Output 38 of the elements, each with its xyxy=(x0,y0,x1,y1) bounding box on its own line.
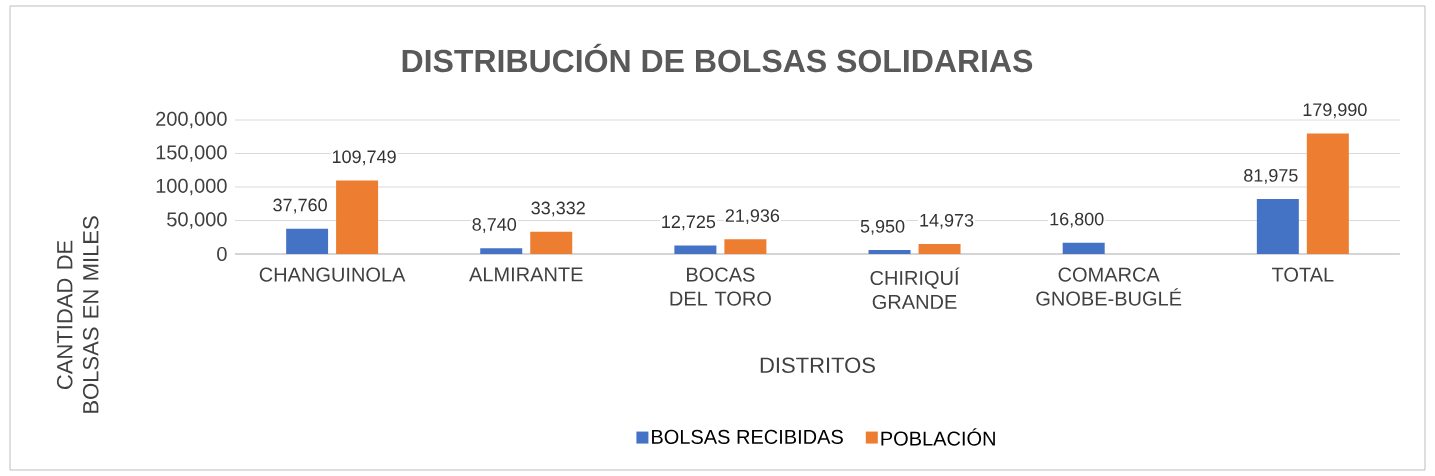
data-label: 14,973 xyxy=(920,213,974,229)
y-axis-title: CANTIDAD DE BOLSAS EN MILES xyxy=(56,216,99,413)
data-label: 12,725 xyxy=(662,215,716,231)
x-tick-label: CHANGUINOLA xyxy=(259,267,406,282)
bar xyxy=(286,228,329,254)
legend-label: BOLSAS RECIBIDAS xyxy=(652,429,843,444)
data-label: 179,990 xyxy=(1303,103,1367,119)
data-label: 81,975 xyxy=(1244,168,1298,184)
x-tick-label: BOCAS DEL TORO xyxy=(670,267,771,306)
data-label: 16,800 xyxy=(1050,212,1104,228)
bar xyxy=(1062,242,1105,254)
y-tick-label: 150,000 xyxy=(156,145,227,162)
bar xyxy=(336,180,379,254)
y-tick-label: 200,000 xyxy=(156,111,227,129)
bar xyxy=(530,231,573,254)
y-tick-label: 0 xyxy=(217,246,227,262)
x-tick-label: ALMIRANTE xyxy=(469,267,583,282)
data-label: 21,936 xyxy=(725,209,780,225)
legend-label: POBLACIÓN xyxy=(881,428,995,446)
bar xyxy=(1306,133,1349,254)
data-label: 33,332 xyxy=(531,201,585,217)
bar xyxy=(1256,199,1299,254)
chart-title: DISTRIBUCIÓN DE BOLSAS SOLIDARIAS xyxy=(402,43,1033,73)
data-label: 5,950 xyxy=(860,219,905,235)
data-label: 37,760 xyxy=(273,198,327,214)
y-tick-label: 100,000 xyxy=(156,178,227,196)
x-tick-label: COMARCA GNOBE-BUGLÉ xyxy=(1036,267,1182,306)
bar xyxy=(674,245,717,254)
bar xyxy=(724,239,767,254)
y-tick-label: 50,000 xyxy=(167,212,227,229)
x-tick-label: CHIRIQUÍ GRANDE xyxy=(870,267,960,310)
x-tick-label: TOTAL xyxy=(1271,267,1334,282)
data-label: 109,749 xyxy=(332,150,396,166)
bar xyxy=(868,250,911,254)
data-label: 8,740 xyxy=(472,218,517,233)
bar xyxy=(480,248,523,254)
x-axis-title: DISTRITOS xyxy=(760,357,875,373)
bar xyxy=(918,243,961,254)
